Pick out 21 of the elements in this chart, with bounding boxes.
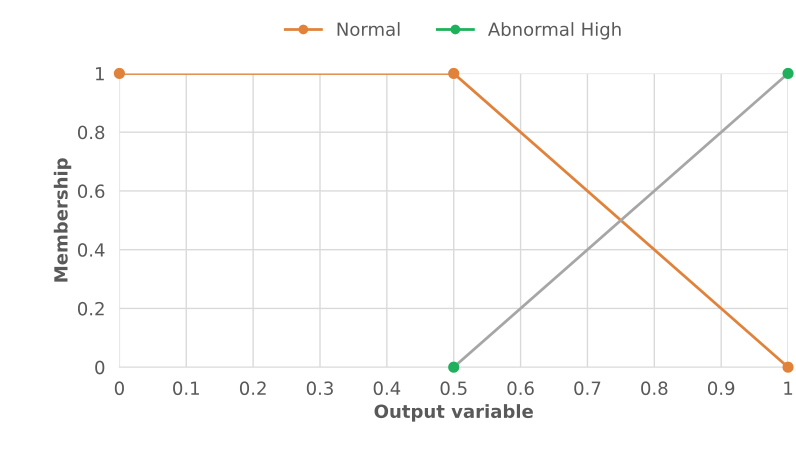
x-tick-label: 0.1 [173,381,199,396]
y-tick-label: 1 [96,67,104,80]
x-tick-label: 0.6 [507,381,534,396]
legend-label: Normal [338,22,400,36]
x-tick-label: 0.2 [240,381,266,396]
x-tick-label: 0 [114,381,124,396]
x-tick-label: 0.8 [641,381,668,396]
y-tick-label: 0.2 [78,302,104,316]
y-tick-label: 0.4 [78,243,104,257]
x-tick-label: 1 [784,382,792,395]
y-axis-title: Membership [54,158,72,282]
x-tick-label: 0.3 [306,381,333,396]
x-tick-label: 0.5 [440,381,466,396]
y-tick-label: 0 [95,360,104,374]
y-tick-label: 0.8 [78,126,104,140]
x-tick-label: 0.4 [374,381,400,396]
x-tick-label: 0.7 [574,381,600,396]
x-axis-title: Output variable [374,404,533,422]
legend-label: Abnormal High [488,22,621,40]
x-tick-label: 0.9 [708,381,734,396]
y-tick-label: 0.6 [78,184,104,198]
